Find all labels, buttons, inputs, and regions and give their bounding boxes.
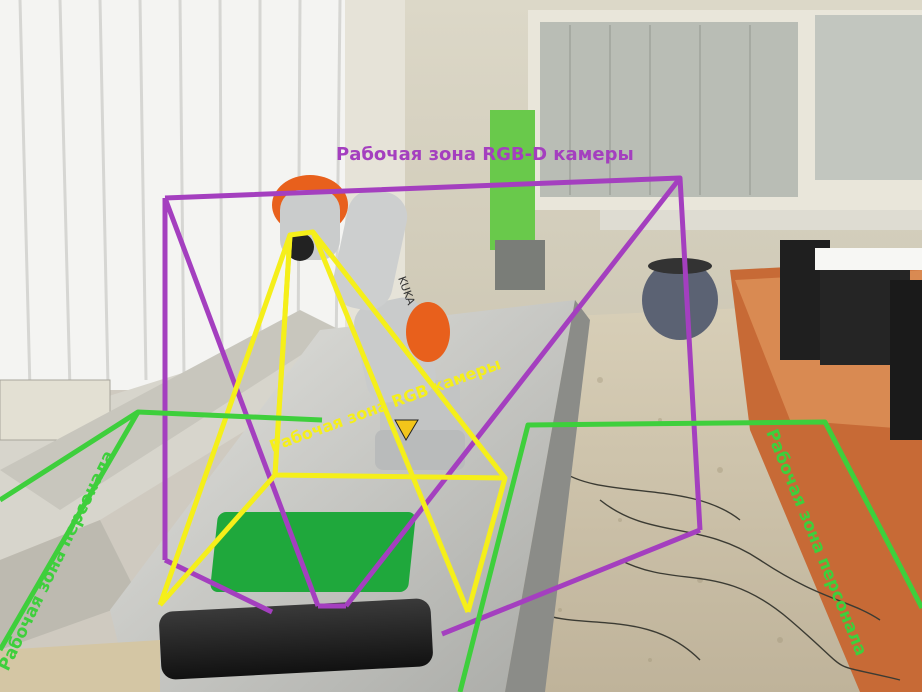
green-target-mat	[210, 512, 416, 592]
vacuum-lid	[648, 258, 712, 274]
paper-stack	[815, 248, 922, 270]
left-bench	[0, 330, 360, 560]
left-rail-panels	[0, 310, 340, 510]
rgb-camera-zone	[157, 229, 508, 613]
personnel-zone-left	[0, 409, 323, 652]
personnel-zone-right	[457, 419, 922, 692]
blurred-person-legs	[495, 240, 545, 290]
blind-slats	[18, 0, 342, 391]
blurred-person	[490, 110, 535, 250]
vacuum-cleaner	[642, 260, 718, 340]
rgbd-zone-label: Рабочая зона RGB-D камеры	[336, 144, 634, 165]
robot-table-side	[505, 300, 590, 692]
window-back-right	[815, 15, 922, 180]
floor-pattern	[558, 377, 783, 662]
left-bench-front	[0, 520, 140, 650]
window-back-left	[540, 22, 798, 197]
curtain-folds	[569, 25, 751, 195]
depth-sensor	[159, 598, 433, 680]
rgbd-camera-zone	[162, 175, 703, 637]
pc-tower-2	[890, 280, 922, 440]
foreground-table-corner	[0, 640, 160, 692]
